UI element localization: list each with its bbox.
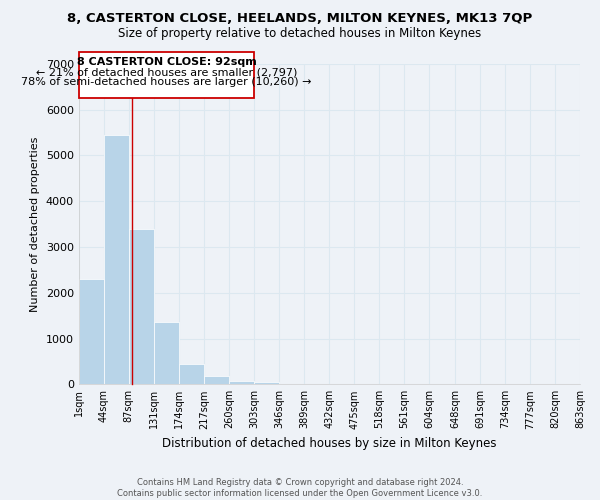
Bar — [104, 134, 129, 384]
FancyBboxPatch shape — [79, 52, 254, 98]
Text: Contains HM Land Registry data © Crown copyright and database right 2024.
Contai: Contains HM Land Registry data © Crown c… — [118, 478, 482, 498]
Bar — [229, 381, 254, 384]
Bar — [205, 376, 229, 384]
Bar — [179, 364, 205, 384]
X-axis label: Distribution of detached houses by size in Milton Keynes: Distribution of detached houses by size … — [162, 437, 497, 450]
Text: 8 CASTERTON CLOSE: 92sqm: 8 CASTERTON CLOSE: 92sqm — [77, 57, 256, 67]
Y-axis label: Number of detached properties: Number of detached properties — [30, 136, 40, 312]
Text: 78% of semi-detached houses are larger (10,260) →: 78% of semi-detached houses are larger (… — [22, 78, 312, 88]
Bar — [79, 279, 104, 384]
Bar — [154, 322, 179, 384]
Text: ← 21% of detached houses are smaller (2,797): ← 21% of detached houses are smaller (2,… — [36, 68, 297, 78]
Text: 8, CASTERTON CLOSE, HEELANDS, MILTON KEYNES, MK13 7QP: 8, CASTERTON CLOSE, HEELANDS, MILTON KEY… — [67, 12, 533, 26]
Text: Size of property relative to detached houses in Milton Keynes: Size of property relative to detached ho… — [118, 28, 482, 40]
Bar — [254, 382, 280, 384]
Bar — [129, 228, 154, 384]
